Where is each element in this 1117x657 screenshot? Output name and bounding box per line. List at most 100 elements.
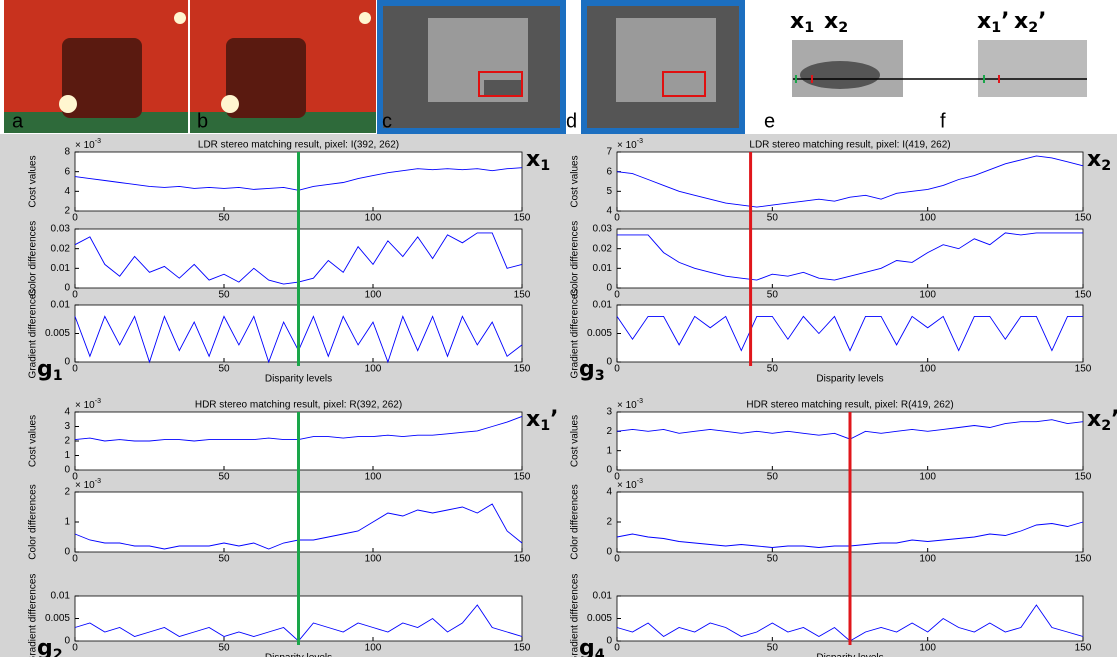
photo-a bbox=[4, 0, 188, 133]
y-tick-label: 0.02 bbox=[51, 243, 71, 254]
top-marker-sub: 2 bbox=[838, 20, 848, 36]
figure: abcdefx1x2x1’x2’LDR stereo matching resu… bbox=[0, 0, 1117, 657]
top-marker-base: x bbox=[1014, 9, 1028, 34]
x-tick-label: 50 bbox=[767, 290, 779, 301]
y-tick-label: 0 bbox=[606, 547, 612, 558]
x-axis-label: Disparity levels bbox=[816, 653, 883, 657]
top-marker-base: x bbox=[977, 9, 991, 34]
multiplier-exp: -3 bbox=[637, 478, 643, 485]
x-tick-label: 100 bbox=[919, 554, 936, 565]
panel-label-sub: 2 bbox=[53, 647, 63, 657]
y-axis-label: Color differences bbox=[28, 221, 39, 296]
x-tick-label: 0 bbox=[72, 643, 78, 654]
y-tick-label: 0.01 bbox=[51, 591, 71, 602]
depth-map-c bbox=[380, 3, 563, 131]
x-tick-label: 0 bbox=[72, 290, 78, 301]
x-tick-label: 100 bbox=[365, 213, 382, 224]
x-tick-label: 150 bbox=[1075, 554, 1092, 565]
y-tick-label: 0 bbox=[606, 283, 612, 294]
y-tick-label: 0.005 bbox=[587, 613, 612, 624]
y-tick-label: 1 bbox=[64, 450, 70, 461]
multiplier-exp: -3 bbox=[95, 398, 101, 405]
axes bbox=[617, 152, 1083, 211]
x-tick-label: 150 bbox=[514, 290, 531, 301]
image-label: b bbox=[197, 110, 208, 132]
x-tick-label: 150 bbox=[1075, 472, 1092, 483]
y-axis-label: Cost values bbox=[570, 415, 581, 467]
point-label-sub: 2 bbox=[1101, 158, 1111, 174]
x-tick-label: 0 bbox=[614, 290, 620, 301]
image-label: a bbox=[12, 110, 24, 132]
panel-label-sub: 4 bbox=[595, 647, 605, 657]
subplot-title: HDR stereo matching result, pixel: R(392… bbox=[195, 400, 402, 411]
x-tick-label: 50 bbox=[218, 643, 230, 654]
image-label: d bbox=[566, 110, 577, 132]
y-tick-label: 4 bbox=[64, 186, 70, 197]
top-marker-base: x bbox=[824, 9, 838, 34]
x-tick-label: 50 bbox=[767, 364, 779, 375]
subplot-title: LDR stereo matching result, pixel: I(419… bbox=[749, 140, 950, 151]
y-tick-label: 0.03 bbox=[51, 224, 71, 235]
y-tick-label: 7 bbox=[606, 147, 612, 158]
top-marker-base: x bbox=[790, 9, 804, 34]
x-tick-label: 150 bbox=[514, 213, 531, 224]
multiplier-exp: -3 bbox=[637, 138, 643, 145]
x-tick-label: 100 bbox=[919, 364, 936, 375]
x-tick-label: 50 bbox=[218, 554, 230, 565]
x-tick-label: 150 bbox=[514, 643, 531, 654]
x-tick-label: 0 bbox=[72, 554, 78, 565]
y-tick-label: 8 bbox=[64, 147, 70, 158]
x-tick-label: 0 bbox=[614, 364, 620, 375]
x-tick-label: 0 bbox=[614, 213, 620, 224]
x-tick-label: 100 bbox=[919, 213, 936, 224]
x-tick-label: 50 bbox=[767, 472, 779, 483]
x-tick-label: 150 bbox=[1075, 643, 1092, 654]
x-tick-label: 100 bbox=[365, 290, 382, 301]
x-tick-label: 50 bbox=[218, 213, 230, 224]
x-tick-label: 100 bbox=[365, 643, 382, 654]
x-tick-label: 50 bbox=[767, 554, 779, 565]
multiplier-base: × 10 bbox=[617, 400, 637, 411]
y-tick-label: 4 bbox=[606, 206, 612, 217]
x-tick-label: 150 bbox=[1075, 290, 1092, 301]
y-tick-label: 0 bbox=[606, 636, 612, 647]
multiplier-base: × 10 bbox=[75, 480, 95, 491]
y-axis-label: Cost values bbox=[28, 155, 39, 207]
y-tick-label: 3 bbox=[64, 421, 70, 432]
y-tick-label: 2 bbox=[64, 436, 70, 447]
y-tick-label: 2 bbox=[606, 517, 612, 528]
y-tick-label: 1 bbox=[606, 445, 612, 456]
multiplier-base: × 10 bbox=[75, 140, 95, 151]
y-tick-label: 0 bbox=[64, 357, 70, 368]
x-tick-label: 150 bbox=[514, 472, 531, 483]
y-tick-label: 1 bbox=[64, 517, 70, 528]
x-tick-label: 50 bbox=[767, 213, 779, 224]
multiplier-base: × 10 bbox=[617, 140, 637, 151]
point-label-sub: 1 bbox=[540, 158, 550, 174]
x-axis-label: Disparity levels bbox=[816, 374, 883, 385]
top-marker-sub: 2 bbox=[1028, 20, 1038, 36]
point-label-base: x bbox=[526, 407, 540, 432]
x-tick-label: 150 bbox=[514, 554, 531, 565]
y-tick-label: 2 bbox=[64, 487, 70, 498]
image-label: f bbox=[940, 110, 946, 132]
panel-label-sub: 3 bbox=[595, 368, 605, 384]
y-tick-label: 4 bbox=[64, 407, 70, 418]
panel-label-base: g bbox=[579, 357, 595, 382]
axes bbox=[617, 229, 1083, 288]
top-marker-sub: 1 bbox=[991, 20, 1001, 36]
panel-label-base: g bbox=[579, 636, 595, 657]
point-label-prime: ’ bbox=[1111, 407, 1117, 432]
y-axis-label: Color differences bbox=[570, 221, 581, 296]
point-label-sub: 2 bbox=[1101, 418, 1111, 434]
x-tick-label: 100 bbox=[365, 364, 382, 375]
image-label: c bbox=[382, 110, 392, 132]
multiplier-base: × 10 bbox=[75, 400, 95, 411]
y-tick-label: 0.01 bbox=[51, 263, 71, 274]
x-tick-label: 100 bbox=[365, 554, 382, 565]
y-tick-label: 0.02 bbox=[593, 243, 613, 254]
y-tick-label: 0.005 bbox=[45, 613, 70, 624]
depth-map-d bbox=[584, 3, 742, 131]
y-axis-label: Cost values bbox=[570, 155, 581, 207]
y-tick-label: 2 bbox=[606, 426, 612, 437]
